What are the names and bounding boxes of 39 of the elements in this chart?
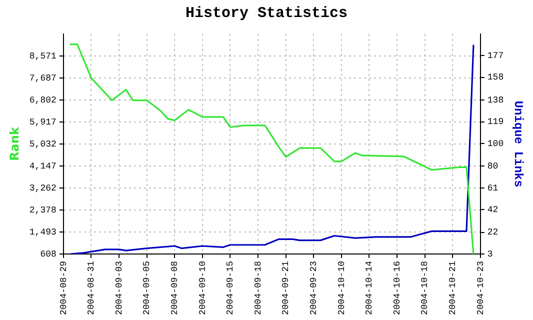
x-tick-label: 2004-10-18: [420, 260, 430, 316]
y-tick-label: 3,262: [29, 183, 56, 194]
x-tick-label: 2004-09-10: [198, 260, 208, 316]
y2-tick-label: 119: [487, 117, 504, 128]
y-tick-label: 608: [40, 249, 56, 260]
y2-tick-label: 22: [487, 228, 498, 238]
x-tick-label: 2004-09-18: [253, 260, 264, 316]
y2-axis-title: Unique Links: [510, 100, 525, 188]
y-tick-label: 8,571: [29, 51, 56, 62]
x-tick-label: 2004-09-05: [142, 260, 152, 316]
y2-tick-label: 42: [487, 204, 498, 215]
y2-tick-label: 158: [487, 72, 504, 83]
x-tick-label: 2004-09-15: [226, 260, 236, 316]
x-tick-label: 2004-10-10: [336, 260, 347, 316]
y-tick-label: 2,378: [29, 205, 56, 216]
y-tick-label: 7,687: [29, 73, 56, 84]
y-tick-label: 1,493: [29, 227, 56, 238]
y2-tick-label: 100: [487, 138, 504, 149]
y2-tick-label: 61: [487, 183, 498, 194]
x-tick-label: 2004-09-03: [114, 260, 124, 316]
x-tick-label: 2004-08-29: [58, 260, 69, 316]
y-tick-label: 4,147: [29, 161, 56, 172]
x-tick-label: 2004-09-21: [281, 260, 292, 316]
chart-title: History Statistics: [185, 4, 348, 22]
y2-tick-label: 3: [487, 249, 493, 260]
x-tick-label: 2004-10-21: [448, 260, 458, 316]
y2-tick-label: 138: [487, 96, 504, 106]
y2-tick-label: 177: [487, 51, 504, 62]
x-tick-label: 2004-10-23: [476, 260, 486, 316]
x-tick-label: 2004-10-16: [392, 260, 402, 316]
x-tick-label: 2004-09-08: [170, 260, 180, 316]
y-tick-label: 5,917: [29, 117, 56, 128]
x-tick-label: 2004-10-14: [364, 260, 375, 316]
x-tick-label: 2004-09-23: [308, 260, 319, 316]
y-tick-label: 5,032: [29, 139, 56, 150]
y2-tick-label: 80: [487, 162, 498, 172]
x-tick-label: 2004-08-31: [86, 260, 97, 316]
y-axis-title: Rank: [7, 126, 22, 161]
y-tick-label: 6,802: [29, 95, 56, 106]
